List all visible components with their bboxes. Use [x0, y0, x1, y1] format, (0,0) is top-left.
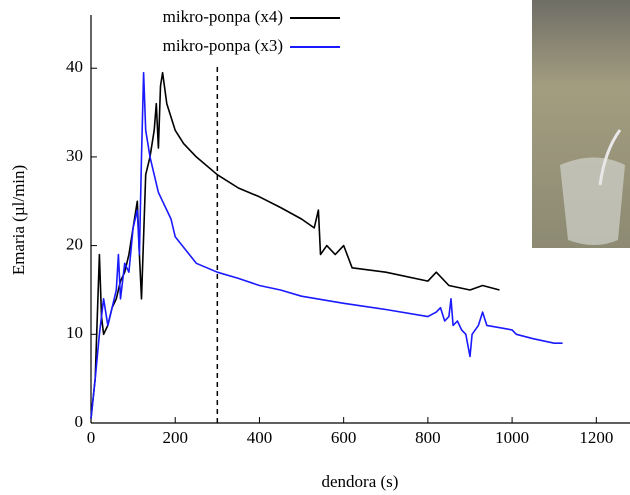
- y-axis-label: Emaria (µl/min): [9, 165, 28, 275]
- x-tick-label: 600: [331, 428, 357, 447]
- y-tick-label: 30: [66, 146, 83, 165]
- x-axis-label: dendora (s): [322, 472, 399, 491]
- legend-label: mikro-ponpa (x3): [163, 36, 283, 55]
- y-tick-label: 0: [75, 412, 84, 431]
- y-tick-label: 10: [66, 323, 83, 342]
- inset-photo: [532, 0, 630, 248]
- series-line: [90, 71, 500, 419]
- x-tick-label: 1000: [495, 428, 529, 447]
- x-tick-label: 400: [247, 428, 273, 447]
- x-tick-label: 800: [415, 428, 441, 447]
- y-tick-label: 20: [66, 235, 83, 254]
- x-tick-label: 0: [87, 428, 96, 447]
- legend-label: mikro-ponpa (x4): [163, 7, 283, 26]
- x-tick-label: 200: [162, 428, 188, 447]
- x-tick-label: 1200: [579, 428, 613, 447]
- y-tick-label: 40: [66, 57, 83, 76]
- series-line: [90, 71, 563, 419]
